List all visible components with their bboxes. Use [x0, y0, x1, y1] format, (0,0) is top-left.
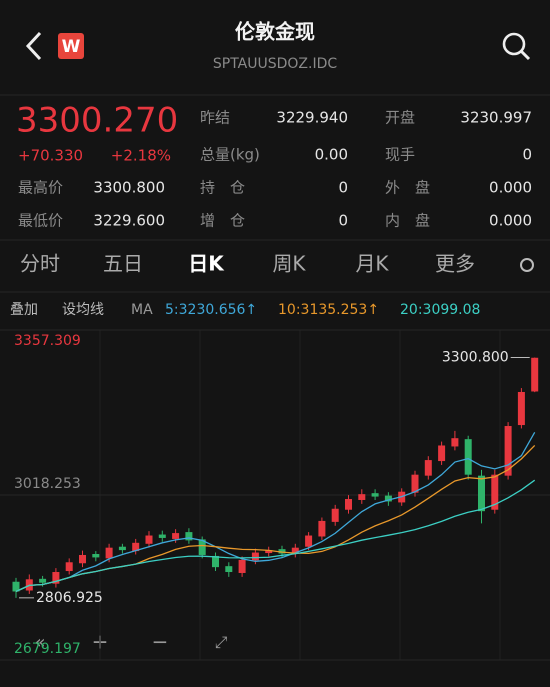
candle-body — [438, 445, 446, 462]
candle-body — [198, 539, 206, 555]
candle-body — [158, 534, 166, 538]
field-label: 增 仓 — [200, 212, 245, 230]
field-value: 3229.940 — [276, 109, 348, 127]
ma-line — [15, 479, 536, 593]
scroll-left-button[interactable]: « — [34, 632, 45, 653]
tab[interactable]: 五日 — [103, 252, 143, 276]
min-label: 2806.925 — [36, 590, 103, 606]
overlay-button[interactable]: 叠加 — [10, 302, 38, 318]
candle-body — [238, 559, 246, 573]
fullscreen-button[interactable]: ⤢ — [215, 633, 228, 652]
zoom-out-button[interactable]: − — [152, 630, 169, 654]
candle-body — [411, 474, 419, 493]
tab[interactable]: 日K — [188, 252, 225, 276]
y-tick-label: 2679.197 — [14, 641, 81, 657]
candle-body — [92, 554, 100, 558]
tab[interactable]: 周K — [272, 252, 306, 276]
field-value: 3300.800 — [93, 179, 165, 197]
field-value: 0.000 — [489, 212, 532, 230]
title: 伦敦金现 — [235, 20, 315, 44]
logo — [58, 33, 84, 59]
candle-body — [225, 566, 233, 573]
candle-body — [371, 493, 379, 497]
ma-legend: 20:3099.08 — [400, 302, 480, 318]
candle-body — [291, 547, 299, 555]
tab[interactable]: 更多 — [435, 252, 475, 276]
candle-body — [12, 581, 20, 592]
field-label: 最低价 — [18, 212, 63, 230]
logo-letter: W — [62, 37, 81, 57]
tab[interactable]: 月K — [355, 252, 389, 276]
change: +70.330 — [18, 147, 83, 165]
search-icon — [502, 32, 526, 56]
field-value: 0 — [338, 179, 348, 197]
price: 3300.270 — [16, 101, 178, 141]
back-button[interactable] — [25, 31, 42, 61]
y-tick-label: 3357.309 — [14, 333, 81, 349]
field-label: 开盘 — [385, 109, 415, 127]
set-ma-button[interactable]: 设均线 — [62, 302, 104, 318]
field-label: 昨结 — [200, 109, 230, 127]
candle-body — [132, 542, 140, 552]
candle-body — [278, 549, 286, 554]
candle-body — [531, 357, 539, 392]
candle-body — [464, 439, 472, 475]
max-label: 3300.800 — [442, 349, 509, 365]
field-label: 外 盘 — [385, 179, 430, 197]
percent: +2.18% — [111, 147, 171, 165]
candle-body — [118, 546, 126, 551]
candle-body — [65, 562, 73, 572]
candle-body — [212, 555, 219, 568]
field-label: 最高价 — [18, 179, 63, 197]
candle-body — [52, 572, 60, 584]
settings-button[interactable] — [520, 258, 534, 272]
field-value: 0.00 — [315, 146, 348, 164]
field-value: 0 — [338, 212, 348, 230]
field-label: 持 仓 — [200, 179, 245, 197]
candle-body — [265, 550, 273, 554]
subtitle: SPTAUUSDOZ.IDC — [213, 56, 338, 72]
candle-body — [491, 474, 499, 510]
candle-body — [318, 520, 326, 537]
y-tick-label: 3018.253 — [14, 476, 81, 492]
candle-body — [79, 554, 86, 564]
search-icon-handle — [519, 49, 531, 61]
tab[interactable]: 分时 — [20, 252, 60, 276]
candle-body — [478, 475, 485, 512]
candle-body — [305, 535, 313, 547]
candle-body — [172, 533, 180, 539]
candle-body — [517, 391, 525, 426]
field-value: 0.000 — [489, 179, 532, 197]
ma-legend: 5:3230.656↑ — [165, 302, 257, 318]
search-button[interactable] — [502, 32, 531, 61]
candle-body — [345, 499, 352, 510]
ma-label: MA — [131, 302, 153, 318]
candle-body — [251, 552, 259, 561]
candle-body — [451, 438, 459, 447]
candle-body — [185, 532, 193, 541]
field-value: 3230.997 — [460, 109, 532, 127]
candle-body — [145, 535, 153, 544]
field-value: 0 — [522, 146, 532, 164]
ma-line — [15, 432, 536, 593]
candles — [12, 357, 539, 598]
candle-body — [105, 547, 113, 559]
candle-body — [331, 508, 339, 522]
candle-body — [424, 460, 432, 476]
candle-body — [384, 495, 392, 502]
ma-legend: 10:3135.253↑ — [278, 302, 379, 318]
field-label: 总量(kg) — [200, 146, 260, 164]
field-label: 内 盘 — [385, 212, 430, 230]
candle-body — [358, 494, 366, 500]
field-value: 3229.600 — [93, 212, 165, 230]
field-label: 现手 — [385, 146, 415, 164]
candle-body — [39, 578, 47, 583]
candle-body — [504, 426, 512, 476]
